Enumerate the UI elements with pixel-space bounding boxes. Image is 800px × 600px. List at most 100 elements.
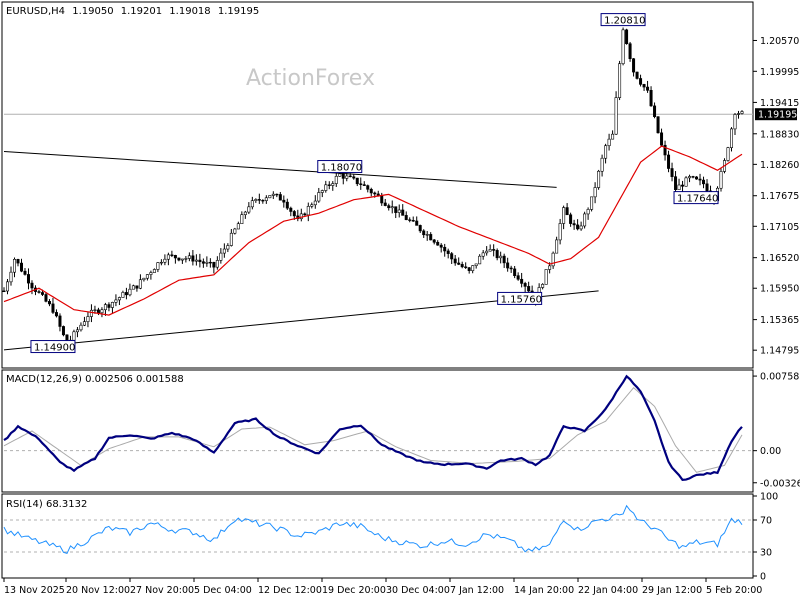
candle-body xyxy=(138,279,142,289)
candle-body xyxy=(691,176,695,178)
candle-body xyxy=(187,255,191,259)
candle-body xyxy=(30,282,34,289)
price-label-box-4 xyxy=(30,340,76,354)
candle-body xyxy=(93,309,97,311)
candle-body xyxy=(572,223,576,226)
candle-body xyxy=(145,274,149,279)
candle-body xyxy=(695,176,699,180)
candle-body xyxy=(205,261,209,264)
time-tick-label: 27 Nov 20:00 xyxy=(130,585,194,596)
candle-body xyxy=(79,324,83,331)
candle-body xyxy=(628,43,632,59)
candle-body xyxy=(621,29,625,65)
candle-body xyxy=(660,132,664,146)
time-tick-label: 19 Dec 20:00 xyxy=(322,585,386,596)
rsi-panel-frame xyxy=(1,493,754,579)
candle-body xyxy=(243,211,247,215)
current-price-box xyxy=(755,108,797,121)
candle-body xyxy=(499,255,503,259)
candle-body xyxy=(331,183,335,186)
candle-body xyxy=(439,244,443,248)
candle-body xyxy=(341,173,345,179)
macd-title: MACD(12,26,9) 0.002506 0.001588 xyxy=(6,374,184,385)
candle-body xyxy=(219,252,223,261)
candle-body xyxy=(240,214,244,225)
time-tick-label: 22 Jan 04:00 xyxy=(578,585,638,596)
candle-body xyxy=(656,116,660,134)
candle-body xyxy=(527,286,531,292)
macd-signal-line xyxy=(3,386,743,473)
candle-body xyxy=(180,258,184,261)
close-value: 1.19195 xyxy=(218,6,259,17)
candle-body xyxy=(320,190,324,193)
rsi-line xyxy=(3,504,743,555)
candle-body xyxy=(54,312,58,317)
price-tick-label: 1.18830 xyxy=(760,129,799,140)
candle-body xyxy=(460,264,464,268)
candle-body xyxy=(492,249,496,251)
candle-body xyxy=(555,239,559,254)
candle-body xyxy=(264,197,268,201)
candle-body xyxy=(464,266,468,268)
candle-body xyxy=(114,299,118,303)
candle-body xyxy=(5,281,9,292)
candle-body xyxy=(289,207,293,212)
candle-body xyxy=(593,187,597,198)
candle-body xyxy=(415,220,419,226)
candle-body xyxy=(611,133,615,140)
candle-body xyxy=(226,245,230,250)
candle-body xyxy=(653,105,657,117)
candle-body xyxy=(362,184,366,186)
candle-body xyxy=(366,185,370,190)
candle-body xyxy=(348,175,352,178)
price-label-1: 1.18070 xyxy=(321,163,362,174)
candle-body xyxy=(446,250,450,254)
candle-body xyxy=(156,262,160,270)
candle-body xyxy=(23,270,27,275)
candle-body xyxy=(705,183,709,192)
candle-body xyxy=(72,331,76,341)
candle-body xyxy=(236,223,240,230)
candle-body xyxy=(604,145,608,159)
candle-body xyxy=(576,224,580,230)
candle-body xyxy=(16,259,20,264)
candle-body xyxy=(247,206,251,213)
candle-body xyxy=(667,154,671,169)
candle-body xyxy=(485,250,489,254)
candle-body xyxy=(471,265,475,271)
candle-body xyxy=(184,258,188,260)
current-price-label: 1.19195 xyxy=(758,110,797,121)
candle-body xyxy=(303,213,307,216)
candle-body xyxy=(677,184,681,190)
candle-body xyxy=(457,262,461,265)
candle-body xyxy=(37,291,41,293)
candle-body xyxy=(478,255,482,265)
candle-body xyxy=(194,259,198,262)
candle-body xyxy=(733,114,737,130)
price-tick-label: 1.20570 xyxy=(760,36,799,47)
time-tick-label: 29 Jan 12:00 xyxy=(642,585,702,596)
candle-body xyxy=(159,261,163,264)
candle-body xyxy=(726,147,730,161)
candle-body xyxy=(110,302,114,308)
candle-body xyxy=(474,263,478,266)
candle-body xyxy=(698,178,702,181)
candle-body xyxy=(516,275,520,280)
candle-body xyxy=(614,97,618,135)
candle-body xyxy=(166,254,170,260)
macd-panel-frame xyxy=(1,369,754,493)
price-label-4: 1.14900 xyxy=(34,343,75,354)
candle-body xyxy=(730,128,734,148)
candle-body xyxy=(285,201,289,209)
candle-body xyxy=(128,288,132,296)
candle-body xyxy=(310,204,314,207)
candle-body xyxy=(429,234,433,241)
candle-body xyxy=(702,179,706,185)
candle-body xyxy=(551,252,555,267)
candle-body xyxy=(390,206,394,209)
candle-body xyxy=(131,285,135,290)
candle-body xyxy=(338,173,342,177)
candle-body xyxy=(212,261,216,268)
candle-body xyxy=(635,71,639,79)
time-tick-label: 5 Feb 20:00 xyxy=(706,585,762,596)
